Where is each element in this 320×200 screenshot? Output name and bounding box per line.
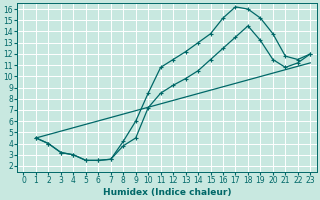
X-axis label: Humidex (Indice chaleur): Humidex (Indice chaleur) — [103, 188, 231, 197]
